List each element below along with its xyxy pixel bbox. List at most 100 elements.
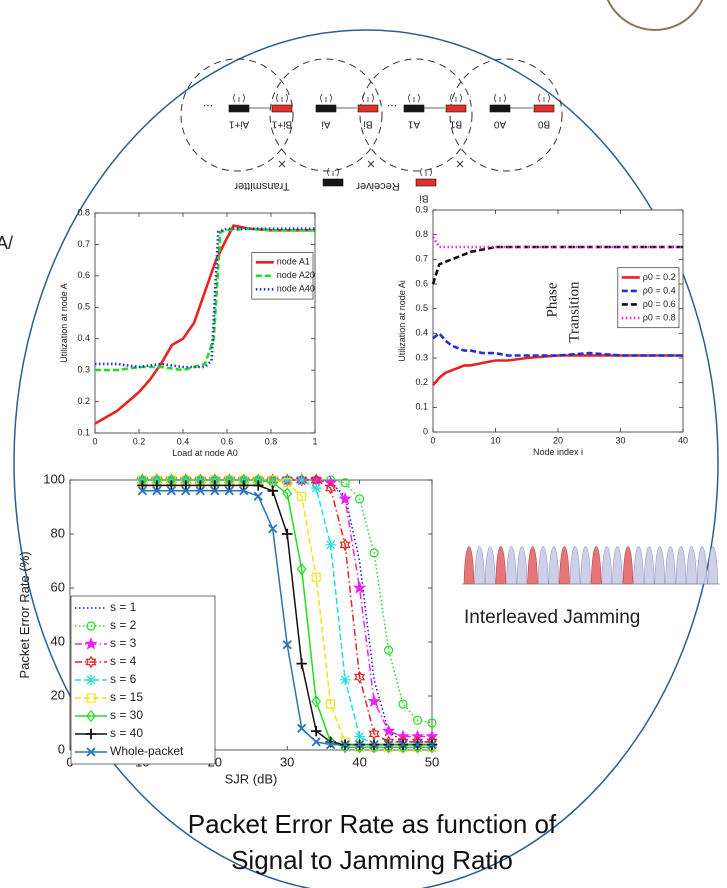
legend-label: node A20 (277, 270, 315, 280)
marker (268, 475, 278, 485)
marker (296, 658, 307, 669)
node-label: ... (203, 102, 213, 116)
marker (326, 699, 336, 709)
chart: 0 0.2 0.4 0.6 0.8 1 0.1 0.2 0.3 0.4 0.5 0.6 0.7 0.8 Lo… (59, 207, 318, 458)
marker (354, 741, 365, 754)
marker (151, 480, 163, 491)
y-tick-label: 100 (43, 471, 65, 486)
marker (354, 731, 365, 742)
marker (412, 739, 423, 750)
pulse (559, 546, 570, 585)
marker (353, 581, 367, 594)
antenna (494, 93, 506, 103)
y-tick-label: 0.7 (415, 254, 428, 264)
y-tick-label: 0.5 (415, 303, 428, 313)
y-tick-label: 0.1 (415, 402, 428, 412)
x-axis-label: Load at node A0 (172, 448, 238, 458)
transmitter-node (315, 104, 337, 113)
x-tick-label: 20 (553, 435, 563, 445)
antenna (276, 93, 288, 103)
pulse (612, 546, 623, 585)
marker (267, 474, 278, 486)
marker (180, 474, 192, 486)
relay-diagram: Ai+1 Bi+1 Ai Bi A1 B1 A0 B0... ... Transmitter Rec… (180, 58, 563, 203)
marker (238, 474, 249, 486)
marker (209, 474, 220, 486)
marker (383, 741, 394, 754)
node-label: Transmitter (234, 180, 290, 192)
marker (338, 492, 352, 505)
marker (354, 670, 366, 684)
marker (166, 474, 177, 486)
marker (310, 725, 322, 737)
legend-label: s = 2 (110, 618, 137, 632)
receiver-node (533, 104, 555, 113)
marker (137, 474, 148, 486)
y-tick-label: 0.3 (77, 365, 90, 375)
receiver-node (357, 104, 379, 113)
marker (383, 739, 394, 750)
y-tick-label: 60 (51, 579, 65, 594)
legend-label: ρ0 = 0.4 (643, 285, 676, 295)
y-axis-label: Packet Error Rate (%) (17, 551, 32, 678)
pulse (495, 546, 507, 585)
legend-label: s = 6 (110, 672, 137, 686)
pulse (601, 546, 613, 585)
series-line (94, 224, 315, 425)
marker (268, 523, 278, 534)
legend-label: Whole-packet (110, 744, 184, 758)
marker (224, 486, 234, 496)
y-tick-label: 0.7 (77, 239, 90, 249)
y-tick-label: 0.8 (415, 229, 428, 239)
node-label: ... (387, 102, 397, 116)
legend-receiver (415, 178, 437, 187)
y-tick-label: 0.8 (77, 207, 90, 217)
x-tick-label: 0.2 (133, 436, 146, 446)
marker (340, 478, 350, 488)
legend-label: node A40 (277, 284, 315, 294)
pulse (474, 546, 485, 585)
marker (282, 478, 292, 488)
marker (369, 739, 379, 750)
antenna (327, 167, 339, 177)
marker (253, 491, 263, 501)
marker (210, 486, 220, 496)
marker (296, 473, 308, 487)
legend-marker (85, 674, 97, 686)
x-tick-label: 40 (352, 754, 366, 769)
marker (427, 741, 437, 754)
marker (340, 741, 350, 754)
marker (367, 694, 381, 707)
x-tick-label: 0 (430, 435, 435, 445)
marker (181, 486, 191, 496)
marker (166, 480, 177, 491)
x-tick-label: 0.4 (177, 436, 190, 446)
pulse (580, 546, 591, 585)
node-label: Bi (420, 192, 429, 203)
marker (195, 480, 206, 491)
legend-label: ρ0 = 0.8 (643, 312, 676, 322)
pulse (569, 546, 581, 585)
marker (427, 718, 437, 728)
marker (267, 485, 278, 496)
marker (412, 741, 423, 754)
x-tick-label: 0 (92, 436, 97, 446)
marker (282, 528, 293, 540)
series-line (432, 331, 683, 357)
marker (253, 480, 264, 491)
annotation: Phase (544, 282, 560, 317)
marker (282, 487, 292, 500)
pulse (696, 546, 708, 585)
marker (296, 474, 307, 486)
pulse (527, 546, 538, 585)
pulse (484, 546, 496, 585)
node-label: Ai+1 (228, 118, 249, 129)
marker (166, 486, 176, 496)
legend-marker (86, 709, 96, 723)
y-axis-label: Utilization at node Ai (397, 280, 407, 362)
y-tick-label: 0.9 (415, 204, 428, 214)
legend-marker (84, 637, 98, 650)
antenna (233, 93, 245, 103)
cross (456, 160, 464, 168)
caption: Packet Error Rate as function of (188, 809, 557, 839)
